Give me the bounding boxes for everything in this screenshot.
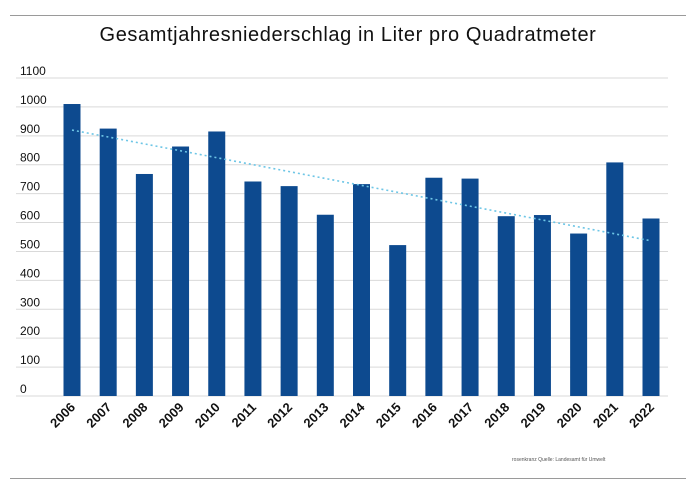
y-tick-label: 200 bbox=[20, 324, 40, 338]
x-tick-label: 2011 bbox=[229, 400, 260, 431]
bar-2011 bbox=[244, 181, 262, 396]
x-tick-label: 2007 bbox=[83, 400, 114, 431]
y-axis-ticks: 0 100 200 300 400 500 600 700 800 900 1000 1100 bbox=[20, 64, 47, 396]
y-tick-label: 1100 bbox=[20, 64, 46, 78]
bar-2019 bbox=[533, 215, 551, 396]
bar-2015 bbox=[389, 245, 407, 396]
bar-2006 bbox=[63, 104, 81, 396]
trendline bbox=[71, 129, 652, 242]
x-tick-label: 2016 bbox=[409, 400, 440, 431]
bar-2013 bbox=[316, 214, 334, 396]
y-tick-label: 800 bbox=[20, 151, 40, 165]
x-tick-label: 2008 bbox=[119, 400, 150, 431]
x-tick-label: 2014 bbox=[337, 399, 369, 431]
bars bbox=[63, 104, 660, 396]
y-tick-label: 400 bbox=[20, 266, 40, 280]
bottom-rule bbox=[10, 478, 686, 479]
y-tick-label: 500 bbox=[20, 237, 40, 251]
bar-2008 bbox=[135, 173, 153, 396]
x-tick-label: 2006 bbox=[47, 400, 78, 431]
source-note: rosenkranz Quelle: Landesamt für Umwelt bbox=[512, 457, 606, 463]
gridlines bbox=[16, 77, 668, 397]
x-tick-label: 2010 bbox=[192, 400, 223, 431]
x-tick-label: 2013 bbox=[300, 400, 331, 431]
y-tick-label: 100 bbox=[20, 353, 40, 367]
y-tick-label: 0 bbox=[20, 382, 27, 396]
x-tick-label: 2017 bbox=[445, 400, 476, 431]
x-tick-label: 2022 bbox=[626, 400, 657, 431]
x-tick-label: 2009 bbox=[156, 400, 187, 431]
top-rule bbox=[10, 15, 686, 16]
trendline-path bbox=[71, 129, 652, 242]
bar-2018 bbox=[497, 216, 515, 396]
x-tick-label: 2020 bbox=[554, 400, 585, 431]
bar-2009 bbox=[172, 146, 190, 396]
bar-2007 bbox=[99, 128, 117, 396]
x-tick-label: 2019 bbox=[518, 400, 549, 431]
y-tick-label: 700 bbox=[20, 180, 40, 194]
bar-2012 bbox=[280, 186, 298, 396]
y-tick-label: 1000 bbox=[20, 93, 47, 107]
x-tick-label: 2012 bbox=[264, 400, 295, 431]
bar-2017 bbox=[461, 178, 479, 396]
y-tick-label: 900 bbox=[20, 122, 40, 136]
bar-2021 bbox=[606, 162, 624, 396]
source-text: rosenkranz Quelle: Landesamt für Umwelt bbox=[512, 457, 606, 463]
x-tick-label: 2015 bbox=[373, 400, 404, 431]
x-tick-label: 2018 bbox=[481, 400, 512, 431]
bar-2016 bbox=[425, 177, 443, 396]
y-tick-label: 300 bbox=[20, 295, 40, 309]
bar-2022 bbox=[642, 218, 660, 396]
chart-title: Gesamtjahresniederschlag in Liter pro Qu… bbox=[99, 24, 597, 46]
bar-2010 bbox=[208, 131, 226, 396]
x-axis-ticks: 2006 2007 2008 2009 2010 2011 2012 2013 2014 2015… bbox=[47, 399, 657, 431]
y-tick-label: 600 bbox=[20, 209, 40, 223]
bar-2014 bbox=[353, 184, 370, 396]
bar-2020 bbox=[570, 233, 588, 396]
x-tick-label: 2021 bbox=[590, 400, 621, 431]
